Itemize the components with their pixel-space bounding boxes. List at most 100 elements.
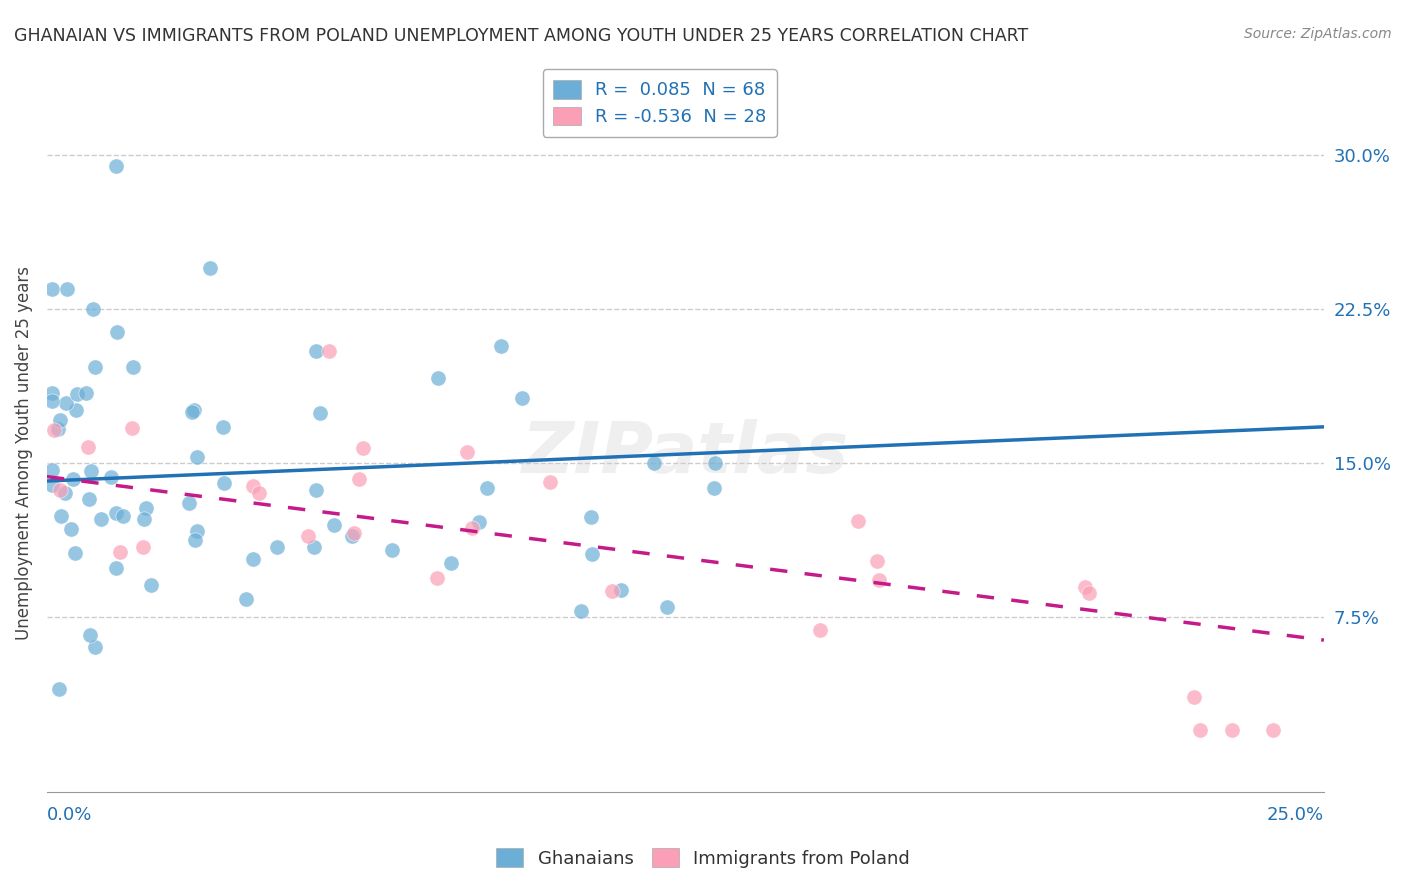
Point (440, 556, 463, 570)
Point (477, 481, 499, 495)
Point (1074, 580, 1097, 594)
Point (305, 343, 328, 358)
Text: ZIPatlas: ZIPatlas (522, 418, 849, 488)
Point (347, 472, 370, 486)
Point (702, 481, 724, 495)
Point (186, 524, 208, 539)
Point (308, 406, 330, 420)
Point (184, 533, 207, 547)
Text: 25.0%: 25.0% (1267, 805, 1324, 824)
Point (510, 391, 533, 405)
Y-axis label: Unemployment Among Youth under 25 years: Unemployment Among Youth under 25 years (15, 266, 32, 640)
Point (49, 509, 72, 524)
Point (703, 456, 725, 470)
Point (135, 500, 157, 515)
Point (55, 396, 77, 410)
Point (297, 529, 319, 543)
Point (104, 159, 127, 173)
Point (181, 405, 204, 419)
Point (41, 478, 63, 492)
Point (810, 623, 832, 637)
Point (104, 506, 127, 520)
Point (266, 540, 288, 554)
Point (381, 543, 404, 558)
Point (76, 440, 98, 454)
Point (846, 514, 869, 528)
Point (571, 604, 593, 618)
Point (456, 444, 478, 458)
Point (1182, 690, 1205, 704)
Point (581, 547, 603, 561)
Point (46, 422, 69, 436)
Point (235, 591, 257, 606)
Point (132, 540, 155, 554)
Point (80, 464, 103, 478)
Point (600, 583, 623, 598)
Point (468, 515, 491, 529)
Point (1078, 586, 1101, 600)
Point (426, 571, 449, 585)
Point (342, 529, 364, 543)
Point (105, 561, 128, 575)
Point (141, 577, 163, 591)
Point (56, 282, 79, 296)
Legend: Ghanaians, Immigrants from Poland: Ghanaians, Immigrants from Poland (485, 838, 921, 879)
Point (657, 600, 679, 615)
Point (1220, 723, 1243, 737)
Point (343, 526, 366, 541)
Point (1188, 723, 1211, 737)
Point (212, 420, 235, 434)
Point (183, 403, 205, 417)
Point (491, 339, 513, 353)
Point (84, 640, 107, 655)
Point (1263, 723, 1285, 737)
Point (110, 545, 132, 559)
Point (581, 509, 603, 524)
Point (212, 475, 235, 490)
Point (48, 681, 70, 696)
Point (66, 387, 89, 401)
Point (105, 325, 128, 339)
Point (63, 546, 86, 560)
Text: 0.0%: 0.0% (46, 805, 93, 824)
Point (84, 359, 107, 374)
Point (53, 485, 76, 500)
Point (122, 359, 145, 374)
Point (111, 508, 134, 523)
Point (41, 393, 63, 408)
Point (41, 463, 63, 477)
Point (352, 441, 374, 455)
Point (242, 551, 264, 566)
Point (242, 479, 264, 493)
Point (323, 517, 346, 532)
Point (79, 628, 101, 642)
Point (49, 483, 72, 497)
Point (427, 370, 450, 384)
Point (42, 423, 65, 437)
Point (77, 492, 100, 507)
Legend: R =  0.085  N = 68, R = -0.536  N = 28: R = 0.085 N = 68, R = -0.536 N = 28 (543, 70, 778, 136)
Point (198, 261, 221, 276)
Point (186, 450, 208, 464)
Point (538, 475, 561, 489)
Point (305, 483, 328, 497)
Text: GHANAIAN VS IMMIGRANTS FROM POLAND UNEMPLOYMENT AMONG YOUTH UNDER 25 YEARS CORRE: GHANAIAN VS IMMIGRANTS FROM POLAND UNEMP… (14, 27, 1028, 45)
Point (90, 511, 112, 525)
Text: Source: ZipAtlas.com: Source: ZipAtlas.com (1244, 27, 1392, 41)
Point (75, 386, 97, 401)
Point (82, 302, 104, 317)
Point (461, 521, 484, 535)
Point (59, 522, 82, 536)
Point (302, 540, 325, 554)
Point (643, 456, 665, 470)
Point (100, 469, 122, 483)
Point (121, 421, 143, 435)
Point (49, 413, 72, 427)
Point (134, 511, 156, 525)
Point (318, 343, 340, 358)
Point (610, 583, 633, 598)
Point (247, 486, 270, 500)
Point (62, 473, 84, 487)
Point (868, 573, 890, 587)
Point (65, 403, 87, 417)
